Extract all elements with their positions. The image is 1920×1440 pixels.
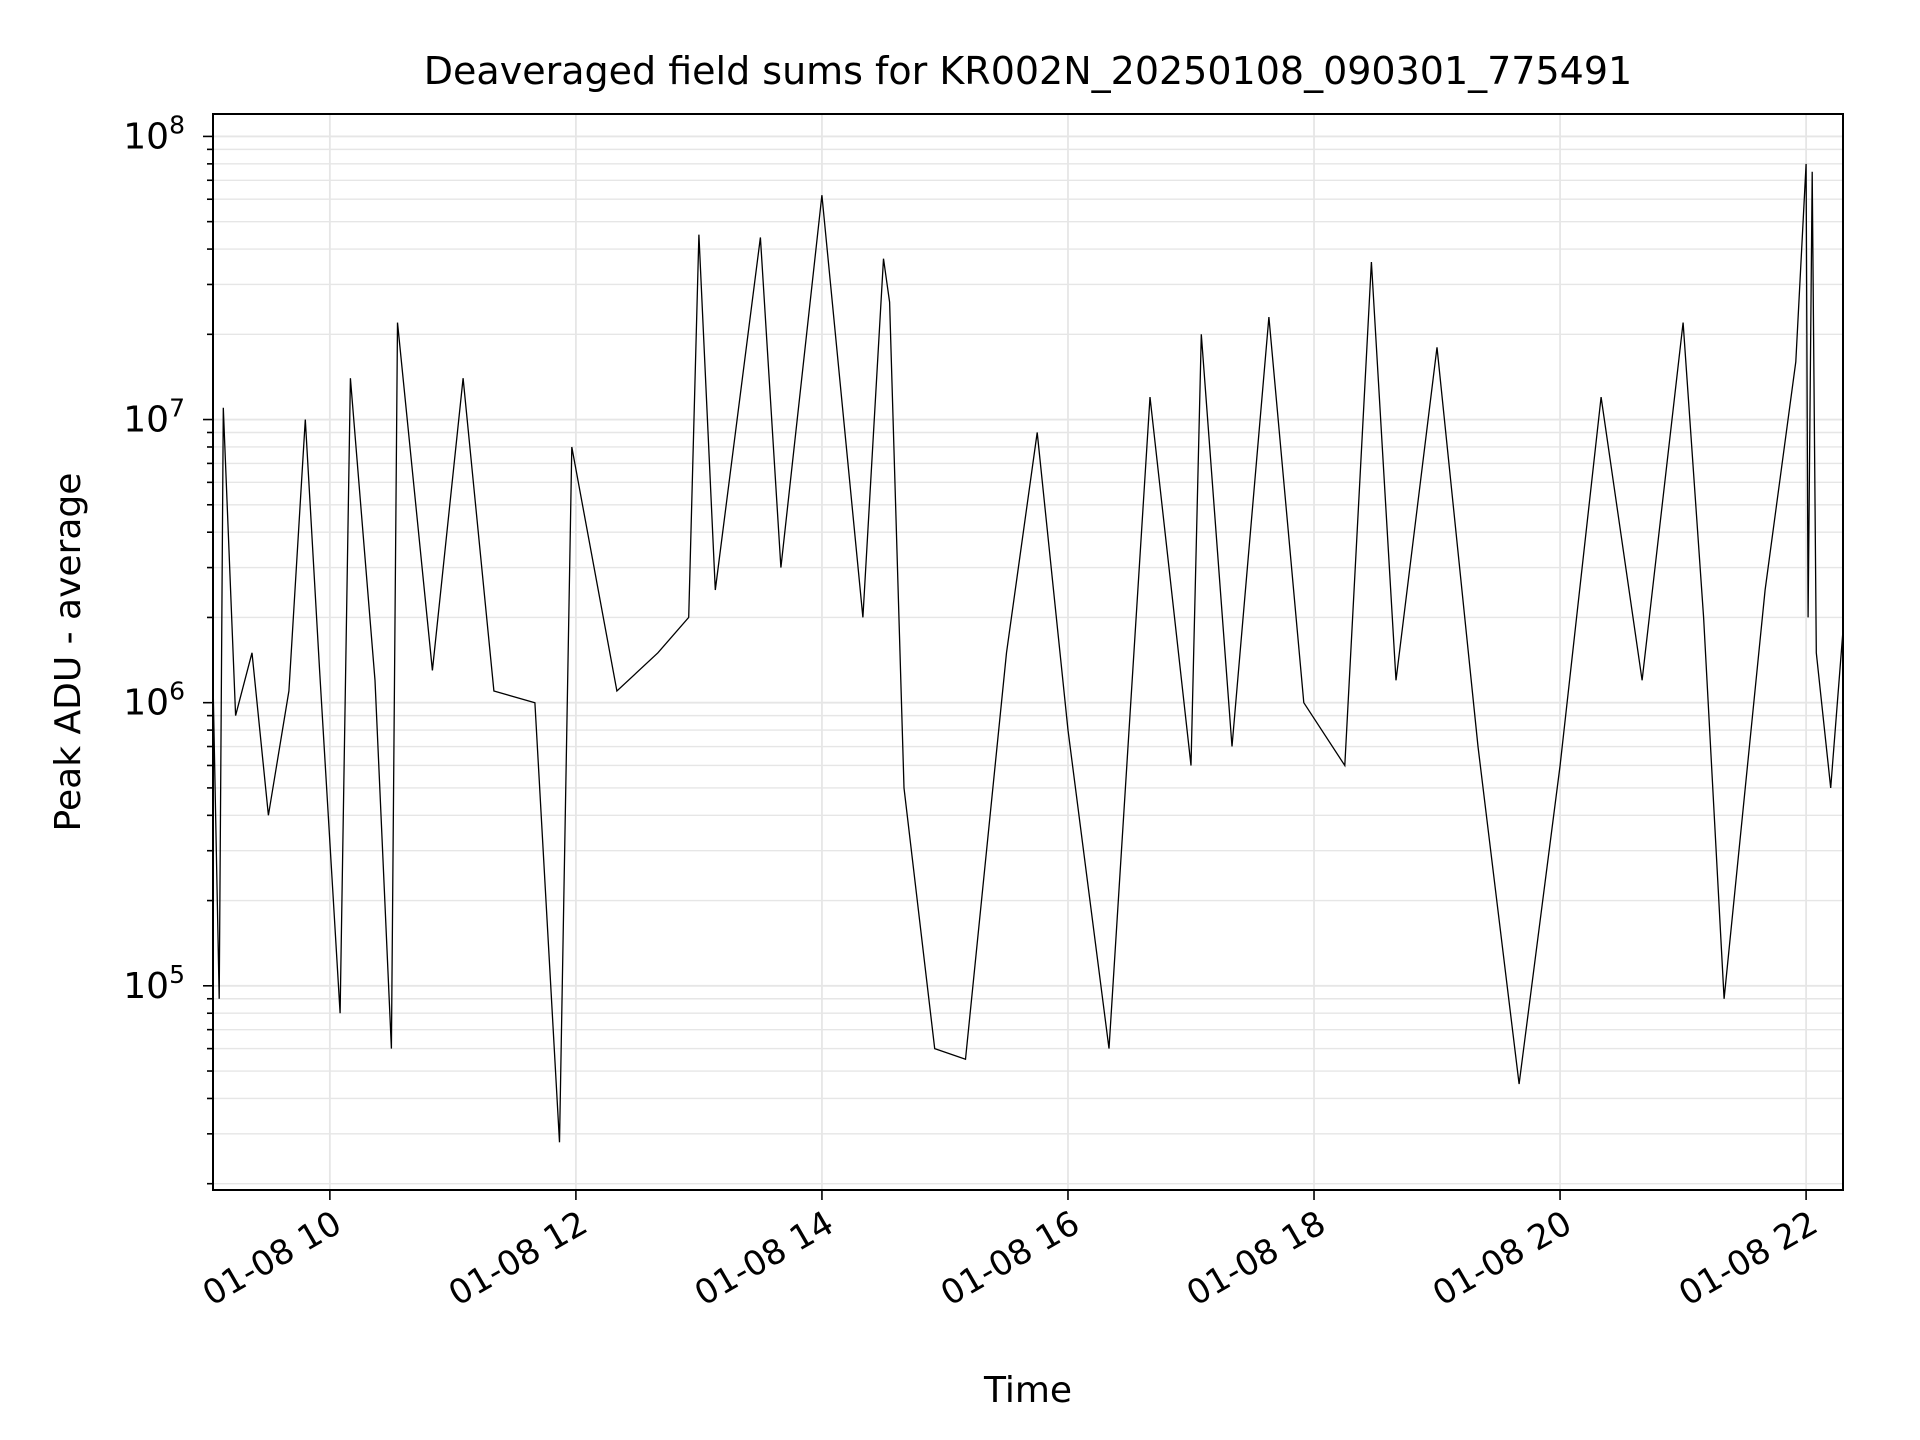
y-axis: 105 106 107 108	[123, 110, 213, 1185]
plot-frame	[212, 113, 1844, 1191]
series-line	[212, 163, 1844, 1143]
x-axis-label: Time	[983, 1370, 1072, 1411]
y-tick-label: 105	[123, 960, 185, 1007]
y-axis-label: Peak ADU - average	[48, 473, 89, 832]
series-layer	[212, 163, 1844, 1143]
chart-title: Deaveraged field sums for KR002N_2025010…	[424, 49, 1632, 93]
y-tick-label: 106	[123, 677, 185, 724]
grid-lines	[213, 114, 1843, 1190]
y-tick-label: 107	[123, 394, 185, 441]
y-tick-label: 108	[123, 110, 185, 157]
